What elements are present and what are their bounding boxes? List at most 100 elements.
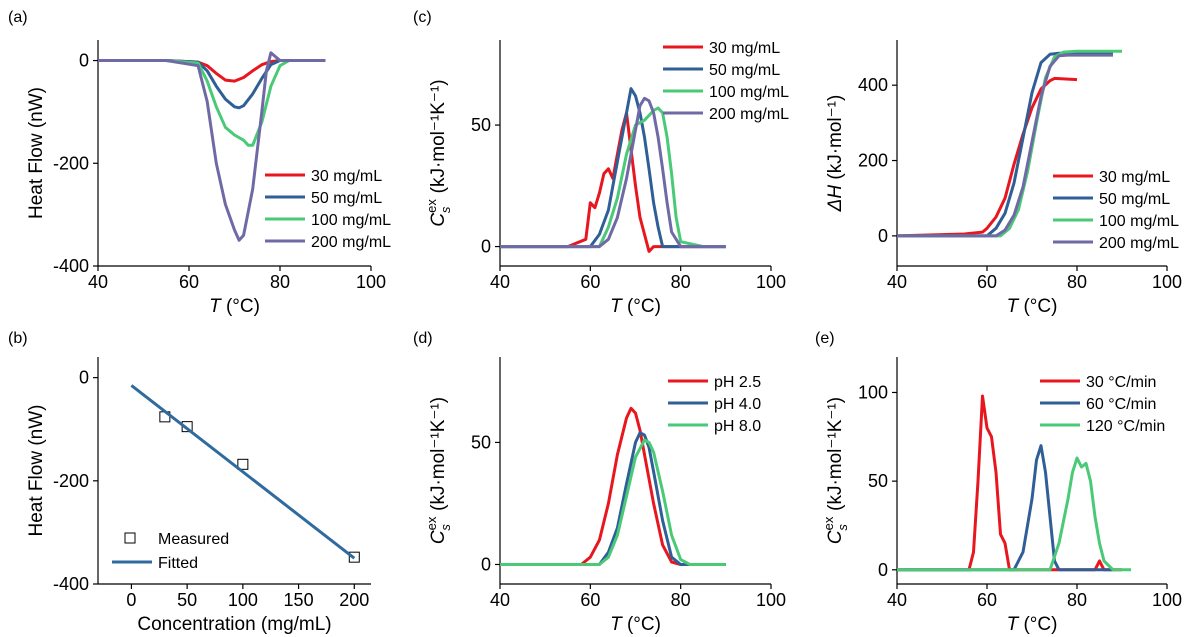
x-tick-label: 80 (1067, 590, 1087, 610)
x-tick-label: 80 (671, 272, 691, 292)
x-tick-label: 100 (1152, 590, 1182, 610)
x-tick-label: 100 (228, 590, 258, 610)
legend-label: Measured (158, 531, 229, 548)
panel-label: (e) (815, 330, 835, 347)
y-axis-label: Cexs (kJ·mol⁻¹K⁻¹) (821, 397, 850, 544)
chart-panel-5: (e) 40 60 80 100 0 50 100 T (°C) Cexs (kJ·mol⁻¹K⁻… (815, 330, 1182, 635)
series-line (500, 106, 726, 249)
x-tick-label: 150 (284, 590, 314, 610)
data-point (237, 458, 249, 470)
y-tick-label: 0 (79, 368, 89, 388)
legend-label: 200 mg/mL (709, 106, 789, 123)
legend-label: Fitted (158, 555, 198, 572)
y-tick-label: 50 (471, 432, 491, 452)
legend-label: 200 mg/mL (311, 234, 391, 251)
x-tick-label: 80 (270, 272, 290, 292)
y-tick-label: -200 (53, 471, 89, 491)
x-tick-label: 100 (356, 272, 386, 292)
legend-label: 50 mg/mL (709, 62, 780, 79)
x-tick-label: 60 (977, 590, 997, 610)
legend-label: 30 mg/mL (709, 40, 780, 57)
series-line (98, 59, 326, 110)
series-line (500, 87, 726, 249)
series-line (897, 456, 1131, 572)
series-line (500, 431, 726, 566)
series-line (897, 49, 1122, 238)
y-tick-label: -400 (53, 256, 89, 276)
x-tick-label: 80 (671, 590, 691, 610)
y-tick-label: 100 (858, 382, 888, 402)
series-line (897, 394, 1122, 572)
x-axis-label: Concentration (mg/mL) (137, 614, 331, 635)
x-tick-label: 50 (177, 590, 197, 610)
legend-label: pH 2.5 (714, 374, 761, 391)
y-tick-label: 50 (868, 471, 888, 491)
y-tick-label: 0 (878, 226, 888, 246)
panel-label: (b) (8, 330, 28, 347)
y-tick-label: 0 (481, 554, 491, 574)
legend-label: pH 4.0 (714, 396, 761, 413)
y-tick-label: -200 (53, 153, 89, 173)
chart-panel-4: (d) 40 60 80 100 0 50 T (°C) Cexs (kJ·mol⁻¹K⁻¹) p… (413, 330, 786, 635)
legend-label: pH 8.0 (714, 418, 761, 435)
series-line (98, 59, 326, 147)
x-tick-label: 200 (339, 590, 369, 610)
chart-panel-3: 40 60 80 100 0 200 400 T (°C) ΔH (kJ·mol⁻¹) 30 mg… (825, 40, 1182, 317)
x-axis-label: T (°C) (209, 296, 260, 317)
chart-panel-1: (b) 0 50 100 150 200 0 -200 -400 Concentration (m… (8, 330, 371, 635)
legend-label: 100 mg/mL (311, 212, 391, 229)
y-axis-label: Heat Flow (nW) (26, 405, 47, 537)
x-tick-label: 80 (1067, 272, 1087, 292)
x-tick-label: 100 (1152, 272, 1182, 292)
series-line (98, 51, 326, 242)
legend-marker (124, 532, 136, 544)
y-axis-label: Cexs (kJ·mol⁻¹K⁻¹) (424, 397, 453, 544)
legend-label: 30 mg/mL (1099, 169, 1170, 186)
legend-label: 200 mg/mL (1099, 235, 1179, 252)
legend-label: 60 °C/min (1086, 396, 1156, 413)
x-tick-label: 100 (756, 272, 786, 292)
legend-label: 30 mg/mL (311, 168, 382, 185)
x-tick-label: 100 (756, 590, 786, 610)
y-axis-label: ΔH (kJ·mol⁻¹) (825, 95, 846, 213)
x-tick-label: 40 (887, 272, 907, 292)
y-tick-label: 50 (471, 115, 491, 135)
x-tick-label: 0 (126, 590, 136, 610)
series-line (897, 53, 1113, 238)
legend-label: 30 °C/min (1086, 374, 1156, 391)
y-tick-label: 0 (878, 560, 888, 580)
series-line (500, 96, 726, 249)
y-tick-label: 0 (79, 51, 89, 71)
legend-label: 50 mg/mL (1099, 191, 1170, 208)
x-axis-label: T (°C) (1007, 296, 1058, 317)
x-axis-label: T (°C) (610, 296, 661, 317)
data-point (181, 421, 193, 433)
x-tick-label: 60 (580, 272, 600, 292)
legend-label: 120 °C/min (1086, 418, 1165, 435)
x-tick-label: 40 (490, 590, 510, 610)
x-tick-label: 40 (88, 272, 108, 292)
legend-label: 100 mg/mL (709, 84, 789, 101)
x-tick-label: 60 (580, 590, 600, 610)
series-line (500, 438, 726, 566)
x-tick-label: 60 (179, 272, 199, 292)
panel-label: (d) (413, 330, 433, 347)
series-line (500, 406, 726, 566)
y-tick-label: -400 (53, 574, 89, 594)
x-tick-label: 60 (977, 272, 997, 292)
chart-panel-2: (c) 40 60 80 100 0 50 T (°C) Cexs (kJ·mol⁻¹K⁻¹) 3… (413, 9, 789, 317)
series-line (897, 444, 1113, 572)
y-tick-label: 400 (858, 75, 888, 95)
panel-label: (c) (413, 9, 432, 26)
legend-label: 100 mg/mL (1099, 213, 1179, 230)
panel-label: (a) (8, 9, 28, 26)
y-tick-label: 200 (858, 151, 888, 171)
legend-label: 50 mg/mL (311, 190, 382, 207)
y-tick-label: 0 (481, 237, 491, 257)
series-line (130, 384, 356, 560)
series-line (897, 51, 1113, 238)
chart-panel-0: (a) 40 60 80 100 0 -200 -400 T (°C) Heat Flow (nW… (8, 9, 391, 317)
x-tick-label: 40 (490, 272, 510, 292)
x-axis-label: T (°C) (1007, 614, 1058, 635)
